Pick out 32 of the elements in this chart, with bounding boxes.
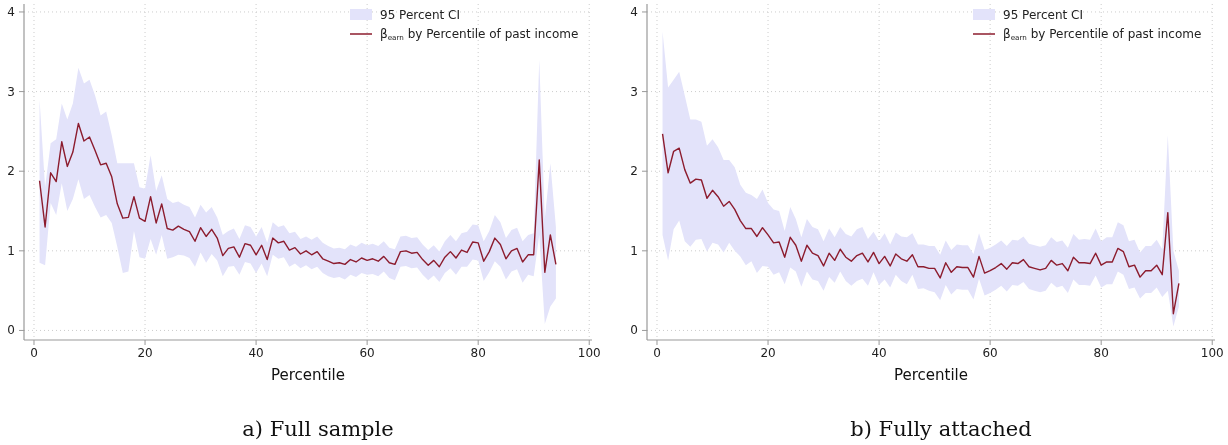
y-tick-label: 4 — [7, 4, 15, 19]
y-tick-label: 4 — [630, 4, 638, 19]
x-axis-title: Percentile — [893, 366, 969, 384]
line-series — [38, 122, 557, 274]
y-tick-label: 3 — [630, 84, 638, 99]
x-tick-label: 40 — [248, 346, 264, 360]
y-tick-label: 1 — [7, 243, 15, 258]
y-tick-label: 2 — [7, 164, 15, 179]
x-tick-label: 20 — [760, 346, 776, 360]
text: b) Fully attached — [850, 417, 1032, 441]
legend-label: β$_{earn}$ by Percentile of past income — [1003, 27, 1202, 42]
x-tick-label: 60 — [982, 346, 998, 360]
x-tick-label: 80 — [1093, 346, 1109, 360]
x-tick-label: 0 — [653, 346, 661, 360]
x-tick-label: 0 — [30, 346, 38, 360]
y-tick-label: 1 — [630, 243, 638, 258]
x-tick-label: 20 — [137, 346, 153, 360]
x-tick-label: 80 — [470, 346, 486, 360]
annotation: 95 Percent CI — [380, 8, 460, 22]
y-tick-label: 2 — [630, 164, 638, 179]
x-tick-label: 100 — [1200, 346, 1224, 360]
x-tick-label: 100 — [577, 346, 601, 360]
legend-label: β$_{earn}$ by Percentile of past income — [380, 27, 579, 42]
x-tick-label: 60 — [359, 346, 375, 360]
line-series — [661, 133, 1180, 315]
y-tick-label: 0 — [7, 323, 15, 338]
text: a) Full sample — [242, 417, 394, 441]
x-tick-label: 40 — [871, 346, 887, 360]
y-tick-label: 0 — [630, 323, 638, 338]
x-axis-title: Percentile — [270, 366, 346, 384]
annotation: 95 Percent CI — [1003, 8, 1083, 22]
y-tick-label: 3 — [7, 84, 15, 99]
